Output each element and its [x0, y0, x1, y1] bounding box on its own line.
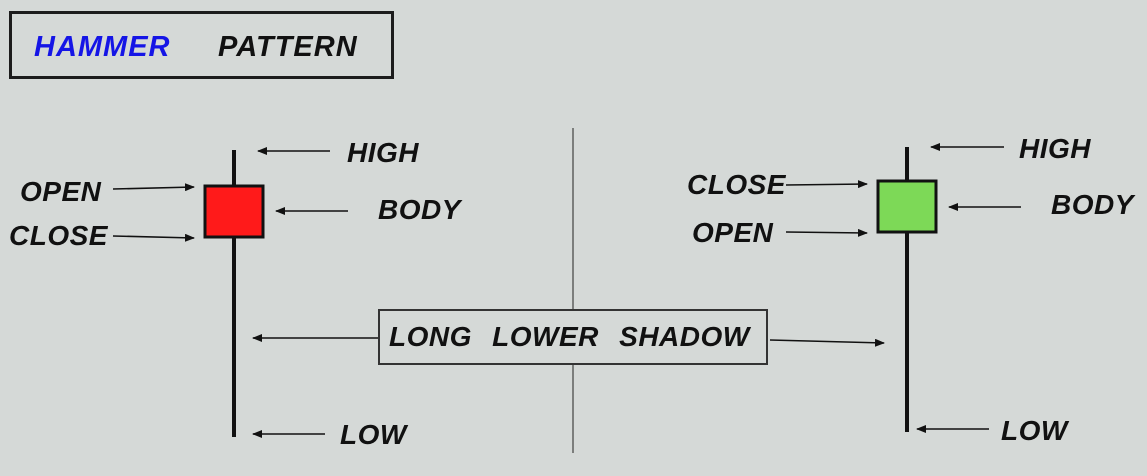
- title-box: HAMMER PATTERN: [9, 11, 394, 79]
- right-high-label: HIGH: [1019, 133, 1091, 164]
- left-close-arrow: [112, 233, 195, 242]
- right-low-label: LOW: [1001, 415, 1068, 446]
- title-hammer: HAMMER: [34, 31, 171, 63]
- right-close-label: CLOSE: [687, 169, 786, 200]
- right-close-arrow: [785, 180, 868, 189]
- long-lower-shadow-label: LONG LOWER SHADOW: [389, 321, 750, 352]
- left-low-label: LOW: [340, 419, 407, 450]
- right-body-label: BODY: [1051, 189, 1134, 220]
- left-open-label: OPEN: [20, 176, 102, 207]
- left-close-label: CLOSE: [9, 220, 108, 251]
- shadow-label-box: [378, 309, 768, 365]
- right-open-arrow: [785, 228, 868, 237]
- left-open-arrow: [112, 183, 195, 192]
- left-body-label: BODY: [378, 194, 461, 225]
- left-candle-body: [203, 184, 265, 239]
- right-candle-body: [876, 179, 938, 234]
- left-high-label: HIGH: [347, 137, 419, 168]
- right-shadow-arrow: [769, 338, 885, 347]
- title-pattern: PATTERN: [218, 31, 358, 63]
- right-open-label: OPEN: [692, 217, 774, 248]
